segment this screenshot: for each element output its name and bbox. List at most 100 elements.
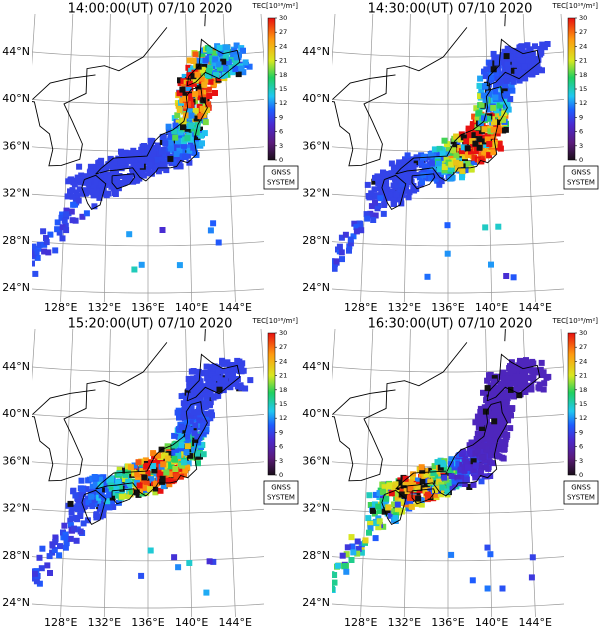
tec-cell: [461, 481, 468, 487]
tec-cell: [200, 451, 207, 458]
tec-cell: [150, 463, 157, 469]
latitude-label: 44°N: [2, 45, 30, 58]
tec-cell: [174, 409, 181, 416]
tec-cell: [346, 247, 352, 254]
longitude-label: 136°E: [431, 301, 464, 314]
tec-cell: [460, 448, 467, 455]
tec-cell: [170, 477, 177, 484]
tec-cell: [392, 481, 399, 488]
tec-cell: [338, 249, 345, 256]
tec-cell: [479, 443, 486, 450]
tec-cell: [215, 368, 222, 375]
tec-cell: [143, 480, 150, 487]
latitude-label: 28°N: [2, 549, 30, 562]
tec-cell: [484, 400, 491, 407]
tec-cell: [336, 243, 343, 250]
tec-cell: [135, 474, 142, 481]
tec-cell: [362, 537, 369, 544]
graticule: [32, 329, 36, 382]
tec-cell: [317, 584, 323, 590]
tec-cell: [494, 394, 501, 400]
tec-cell: [508, 82, 515, 89]
tec-cell: [205, 86, 212, 93]
longitude-label: 136°E: [131, 616, 164, 629]
tec-cell: [490, 431, 497, 438]
tec-cell: [490, 66, 497, 73]
coastline: [111, 173, 136, 190]
tec-cell: [517, 73, 524, 80]
tec-cell: [230, 51, 237, 58]
tec-cell: [368, 190, 375, 197]
tec-cell: [474, 447, 481, 454]
colorbar-label: TEC[10¹⁶/m²]: [251, 317, 298, 325]
tec-cell: [67, 535, 74, 542]
tec-cell: [507, 96, 514, 102]
tec-cell: [369, 212, 376, 219]
tec-cell: [524, 42, 531, 49]
tec-cell: [496, 140, 503, 147]
tec-cell: [462, 167, 469, 174]
tec-cell: [67, 522, 74, 529]
tec-cell: [81, 498, 88, 505]
tec-cell: [32, 270, 39, 277]
tec-cell: [93, 481, 99, 488]
colorbar-tick-label: 6: [279, 128, 283, 136]
tec-cell: [497, 95, 504, 102]
tec-cell: [509, 405, 516, 412]
tec-cell: [63, 211, 70, 218]
tec-cell: [421, 163, 428, 170]
tec-cell: [59, 211, 66, 218]
coastline: [95, 401, 208, 497]
tec-cell: [348, 557, 355, 563]
tec-cell: [347, 240, 354, 247]
coastline: [504, 329, 506, 342]
longitude-label: 140°E: [175, 616, 208, 629]
tec-cell: [462, 458, 469, 465]
tec-cell: [151, 453, 158, 460]
tec-cell: [177, 163, 184, 170]
graticule: [360, 329, 374, 617]
tec-cell: [500, 369, 506, 376]
tec-cell: [529, 554, 536, 561]
tec-cell: [126, 150, 133, 157]
tec-cell: [503, 91, 510, 98]
tec-cell: [441, 164, 448, 170]
tec-cell: [487, 551, 494, 558]
tec-cell: [49, 542, 56, 549]
longitude-label: 128°E: [44, 616, 77, 629]
coastline: [411, 173, 436, 190]
tec-cell: [59, 224, 66, 231]
tec-cell: [418, 160, 424, 167]
tec-cell: [191, 430, 198, 437]
tec-cell: [205, 400, 212, 407]
tec-cell: [388, 512, 394, 519]
tec-cell: [100, 512, 106, 518]
tec-cell: [423, 481, 430, 488]
tec-cell: [476, 136, 483, 143]
tec-cell: [159, 155, 166, 162]
tec-cell: [194, 433, 201, 440]
tec-cell: [159, 471, 166, 478]
tec-cell: [463, 476, 470, 483]
tec-cell: [451, 478, 458, 485]
colorbar-tick-label: 21: [579, 372, 587, 380]
colorbar-tick-label: 0: [579, 156, 583, 164]
colorbar-tick-label: 15: [579, 400, 587, 408]
tec-cell: [164, 455, 171, 462]
tec-cell: [449, 484, 456, 491]
tec-cell: [484, 585, 491, 592]
tec-cell: [131, 462, 138, 469]
tec-cell: [494, 59, 501, 66]
tec-cell: [133, 150, 140, 156]
graticule: [560, 329, 564, 382]
tec-cell: [499, 52, 506, 59]
tec-cell: [148, 476, 154, 483]
tec-cell: [93, 514, 100, 521]
tec-cell: [506, 411, 513, 418]
tec-cell: [391, 167, 398, 174]
tec-cell: [98, 167, 105, 174]
tec-cell: [516, 55, 523, 62]
tec-cell: [332, 572, 338, 578]
tec-cell: [167, 155, 174, 162]
tec-cell: [222, 44, 229, 51]
